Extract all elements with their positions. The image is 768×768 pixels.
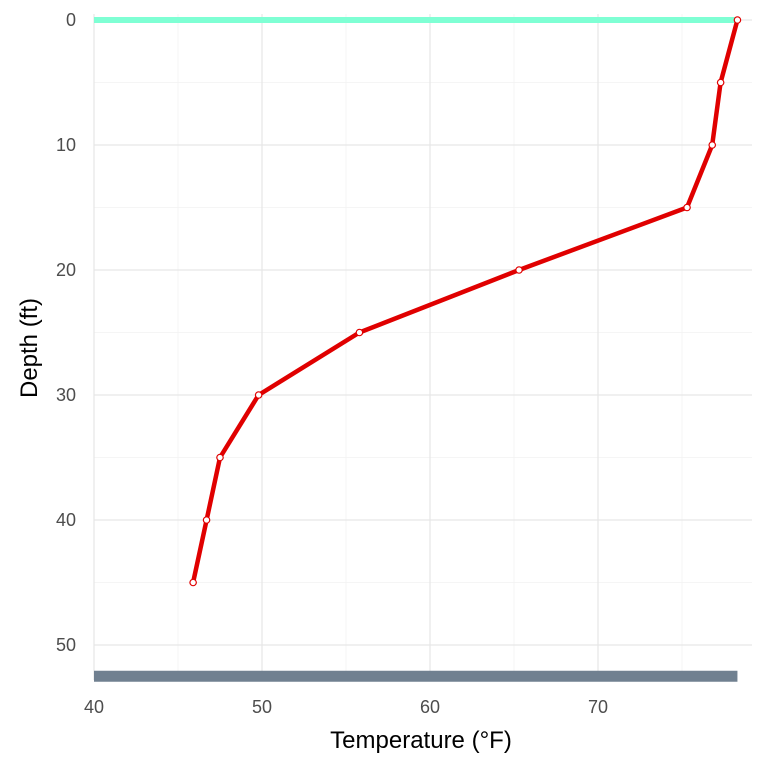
x-tick-label: 40 (84, 697, 104, 717)
data-point (708, 141, 717, 149)
temperature-profile-line (190, 17, 740, 585)
tick-labels: 40 50 60 70 0 10 20 30 40 50 (56, 10, 608, 717)
data-point (254, 391, 263, 399)
data-point (202, 516, 211, 524)
y-tick-label: 50 (56, 635, 76, 655)
x-tick-label: 50 (252, 697, 272, 717)
y-tick-label: 20 (56, 260, 76, 280)
series-layer (189, 16, 742, 587)
y-axis-title: Depth (ft) (16, 298, 43, 398)
data-point (733, 16, 742, 24)
data-point (683, 203, 691, 212)
data-point (355, 328, 364, 337)
y-tick-label: 30 (56, 385, 76, 405)
data-point (515, 266, 523, 274)
x-tick-label: 60 (420, 697, 440, 717)
x-axis-title: Temperature (°F) (330, 727, 512, 754)
data-point (716, 78, 725, 87)
data-point (189, 578, 197, 587)
x-tick-label: 70 (588, 697, 608, 717)
data-point (216, 453, 224, 462)
reference-lines (94, 17, 738, 682)
y-tick-label: 0 (66, 10, 76, 30)
y-tick-label: 10 (56, 135, 76, 155)
y-tick-label: 40 (56, 510, 76, 530)
